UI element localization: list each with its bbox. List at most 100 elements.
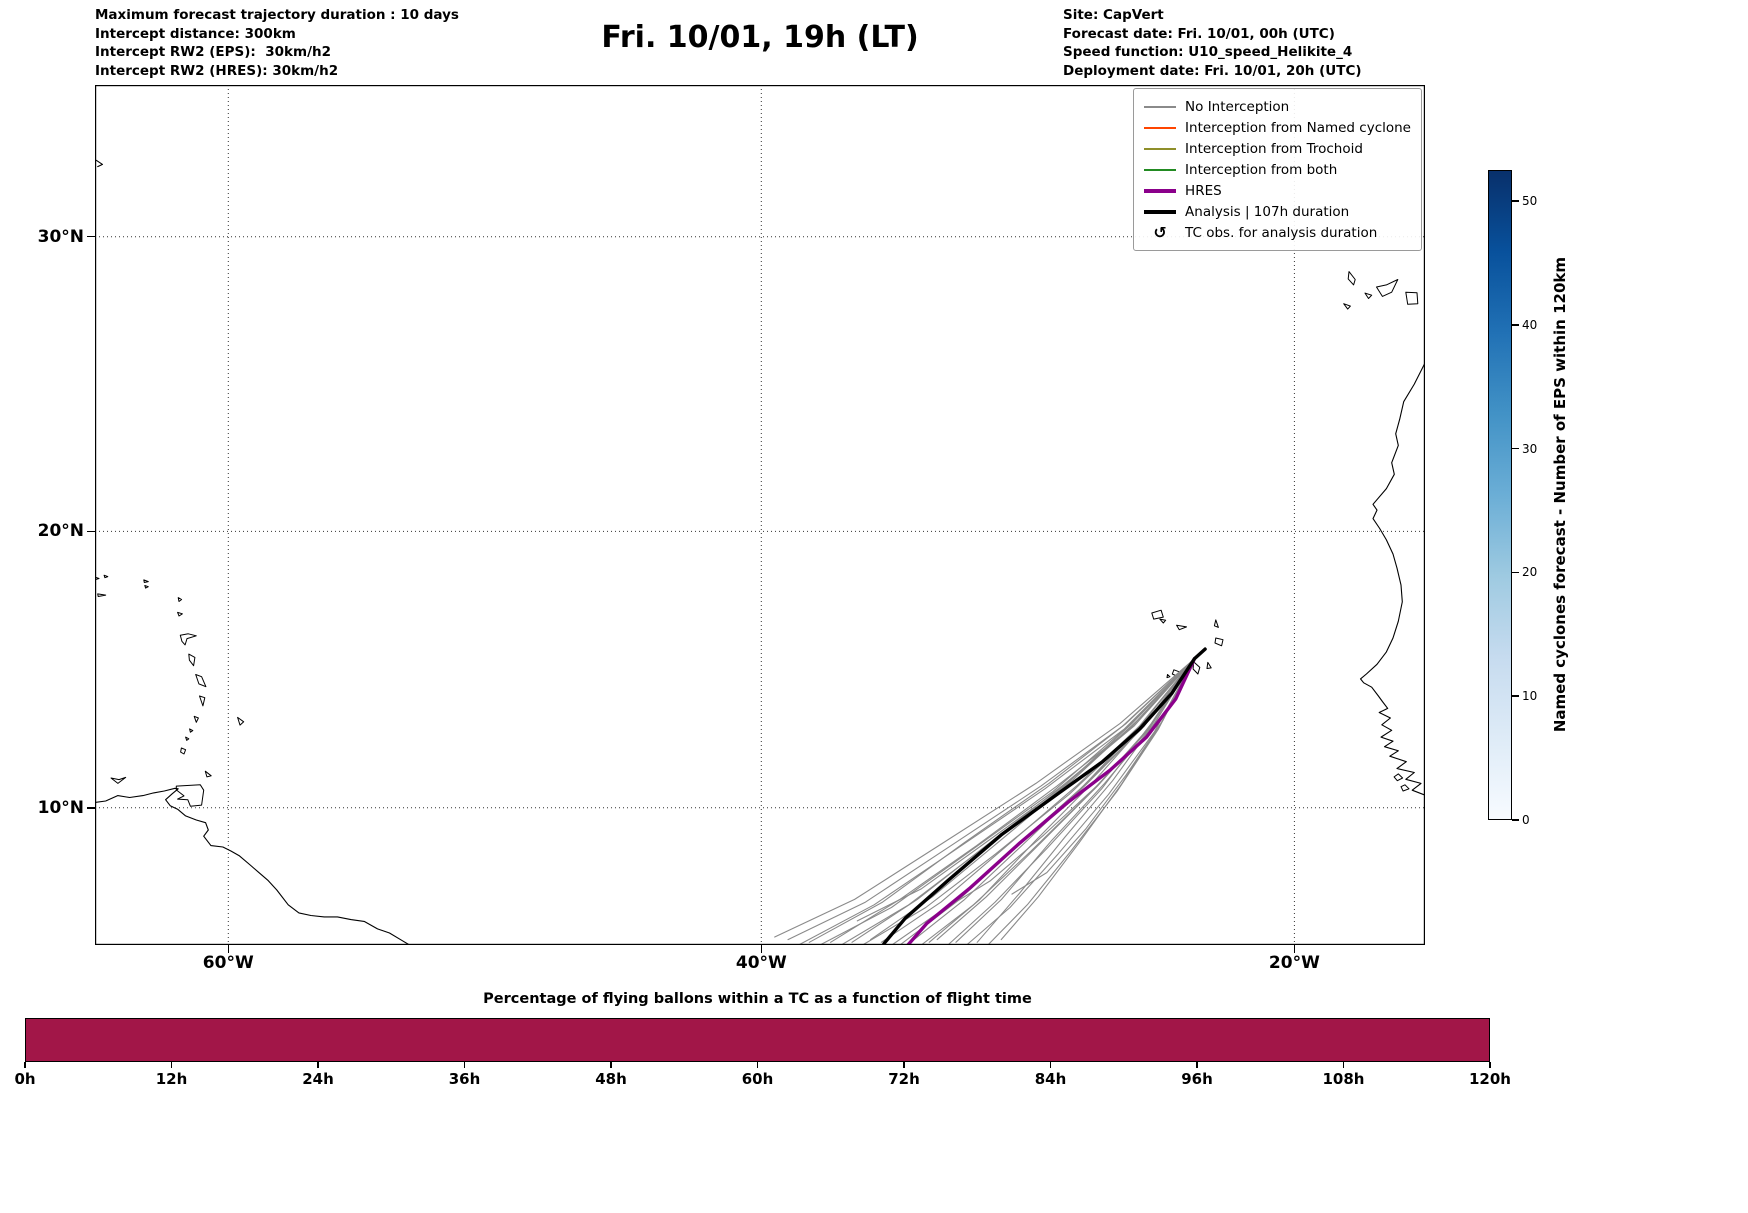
flight-time-tick-mark <box>24 1062 26 1068</box>
colorbar-tick-label: 0 <box>1522 813 1530 827</box>
colorbar-tick-mark <box>1512 571 1519 574</box>
legend-item: Interception from Trochoid <box>1144 138 1411 159</box>
island-coastline <box>237 716 245 726</box>
colorbar-tick-label: 50 <box>1522 193 1538 208</box>
island-coastline <box>189 728 194 733</box>
speed-function-line: Speed function: U10_speed_Helikite_4 <box>1063 44 1353 60</box>
legend-line-swatch <box>1144 188 1177 193</box>
lon-tick-label: 40°W <box>735 953 787 973</box>
legend-item-label: Interception from Named cyclone <box>1185 119 1411 136</box>
island-coastline <box>1405 291 1419 305</box>
eps-trajectory-line <box>774 658 1195 938</box>
eps-trajectory-line <box>856 658 1195 922</box>
site-block: Site: CapVert Forecast date: Fri. 10/01,… <box>1063 6 1362 80</box>
coastline <box>95 787 411 945</box>
parameters-block: Maximum forecast trajectory duration : 1… <box>95 6 459 80</box>
island-coastline <box>1213 619 1219 628</box>
legend-item: Analysis | 107h duration <box>1144 201 1411 222</box>
island-coastline <box>143 579 149 583</box>
flight-time-tick-label: 24h <box>302 1070 334 1088</box>
lon-tick-label: 20°W <box>1268 953 1320 973</box>
flight-time-tick-label: 84h <box>1034 1070 1067 1088</box>
legend-item: Interception from Named cyclone <box>1144 117 1411 138</box>
deployment-date-line: Deployment date: Fri. 10/01, 20h (UTC) <box>1063 62 1362 79</box>
eps-trajectory-line <box>819 658 1195 945</box>
line-swatch <box>1144 209 1177 214</box>
colorbar-tick-label: 30 <box>1522 441 1538 456</box>
flight-time-tick-label: 48h <box>595 1070 627 1088</box>
island-coastline <box>1206 661 1212 669</box>
line-swatch <box>1144 188 1177 193</box>
line-swatch <box>1144 105 1177 108</box>
colorbar-tick-label: 20 <box>1522 565 1538 580</box>
island-coastline <box>1347 271 1356 286</box>
param-line-rw2-hres: Intercept RW2 (HRES): 30km/h2 <box>95 62 339 79</box>
legend-item-label: TC obs. for analysis duration <box>1185 224 1378 241</box>
legend-item: HRES <box>1144 180 1411 201</box>
colorbar-tick-mark <box>1512 819 1519 821</box>
island-coastline <box>180 747 187 755</box>
lon-tick-mark <box>760 945 763 953</box>
lat-tick-mark <box>87 235 95 238</box>
hres-trajectory-line <box>906 657 1197 945</box>
legend-item: Interception from both <box>1144 159 1411 180</box>
island-coastline <box>188 653 196 667</box>
island-coastline <box>1192 661 1201 675</box>
eps-trajectory-line <box>798 658 1195 945</box>
flight-time-tick-mark <box>903 1062 905 1068</box>
legend-line-swatch <box>1144 209 1177 214</box>
eps-trajectory-line <box>862 658 1195 945</box>
trajectory-map: No Interception Interception from Named c… <box>95 85 1425 945</box>
eps-trajectory-line <box>787 658 1195 941</box>
lat-tick-mark <box>87 807 95 809</box>
island-coastline <box>1214 637 1224 647</box>
flight-time-tick-label: 12h <box>155 1070 188 1088</box>
flight-time-tick-mark <box>1342 1062 1345 1068</box>
island-coastline <box>1159 618 1167 624</box>
line-swatch <box>1144 147 1177 150</box>
lon-tick-label: 60°W <box>202 953 254 973</box>
lat-tick-label: 30°N <box>37 226 84 247</box>
figure-title: Fri. 10/01, 19h (LT) <box>601 20 919 55</box>
legend-line-swatch <box>1144 168 1177 171</box>
colorbar-tick-mark <box>1512 695 1519 697</box>
island-coastline <box>1343 303 1351 310</box>
colorbar-tick-label: 10 <box>1522 689 1538 704</box>
island-coastline <box>1376 279 1399 297</box>
legend-item: No Interception <box>1144 96 1411 117</box>
flight-time-tick-mark <box>317 1062 319 1068</box>
analysis-trajectory-line <box>882 647 1207 945</box>
colorbar <box>1488 170 1512 820</box>
flight-time-tick-mark <box>610 1062 612 1068</box>
eps-trajectory-line <box>955 658 1195 943</box>
island-coastline <box>204 770 212 778</box>
island-coastline <box>103 574 109 579</box>
colorbar-tick-mark <box>1512 447 1519 450</box>
param-line-rw2-eps: Intercept RW2 (EPS): 30km/h2 <box>95 44 331 60</box>
island-coastline <box>199 695 206 707</box>
flight-time-tick-label: 36h <box>448 1070 481 1088</box>
colorbar-tick-mark <box>1512 200 1519 202</box>
legend-line-swatch <box>1144 126 1177 129</box>
island-coastline <box>97 593 107 597</box>
island-coastline <box>1176 624 1187 631</box>
island-coastline <box>1151 609 1164 620</box>
flight-time-tick-mark <box>756 1062 759 1068</box>
eps-trajectory-line <box>851 658 1195 943</box>
colorbar-tick-mark <box>1512 324 1519 326</box>
lat-tick-mark <box>87 530 95 533</box>
legend-item-label: Analysis | 107h duration <box>1185 203 1350 220</box>
island-coastline <box>185 736 190 741</box>
island-coastline <box>195 674 207 688</box>
lat-tick-label: 10°N <box>37 797 84 818</box>
flight-time-tick-label: 0h <box>14 1070 36 1088</box>
island-coastline <box>179 633 197 646</box>
island-coastline <box>177 597 183 602</box>
island-coastline <box>144 585 149 589</box>
island-coastline <box>1166 674 1171 679</box>
bottom-chart-title: Percentage of flying ballons within a TC… <box>483 991 1032 1007</box>
map-border <box>95 85 1425 945</box>
legend-line-swatch <box>1144 147 1177 150</box>
map-legend: No Interception Interception from Named c… <box>1133 88 1422 251</box>
